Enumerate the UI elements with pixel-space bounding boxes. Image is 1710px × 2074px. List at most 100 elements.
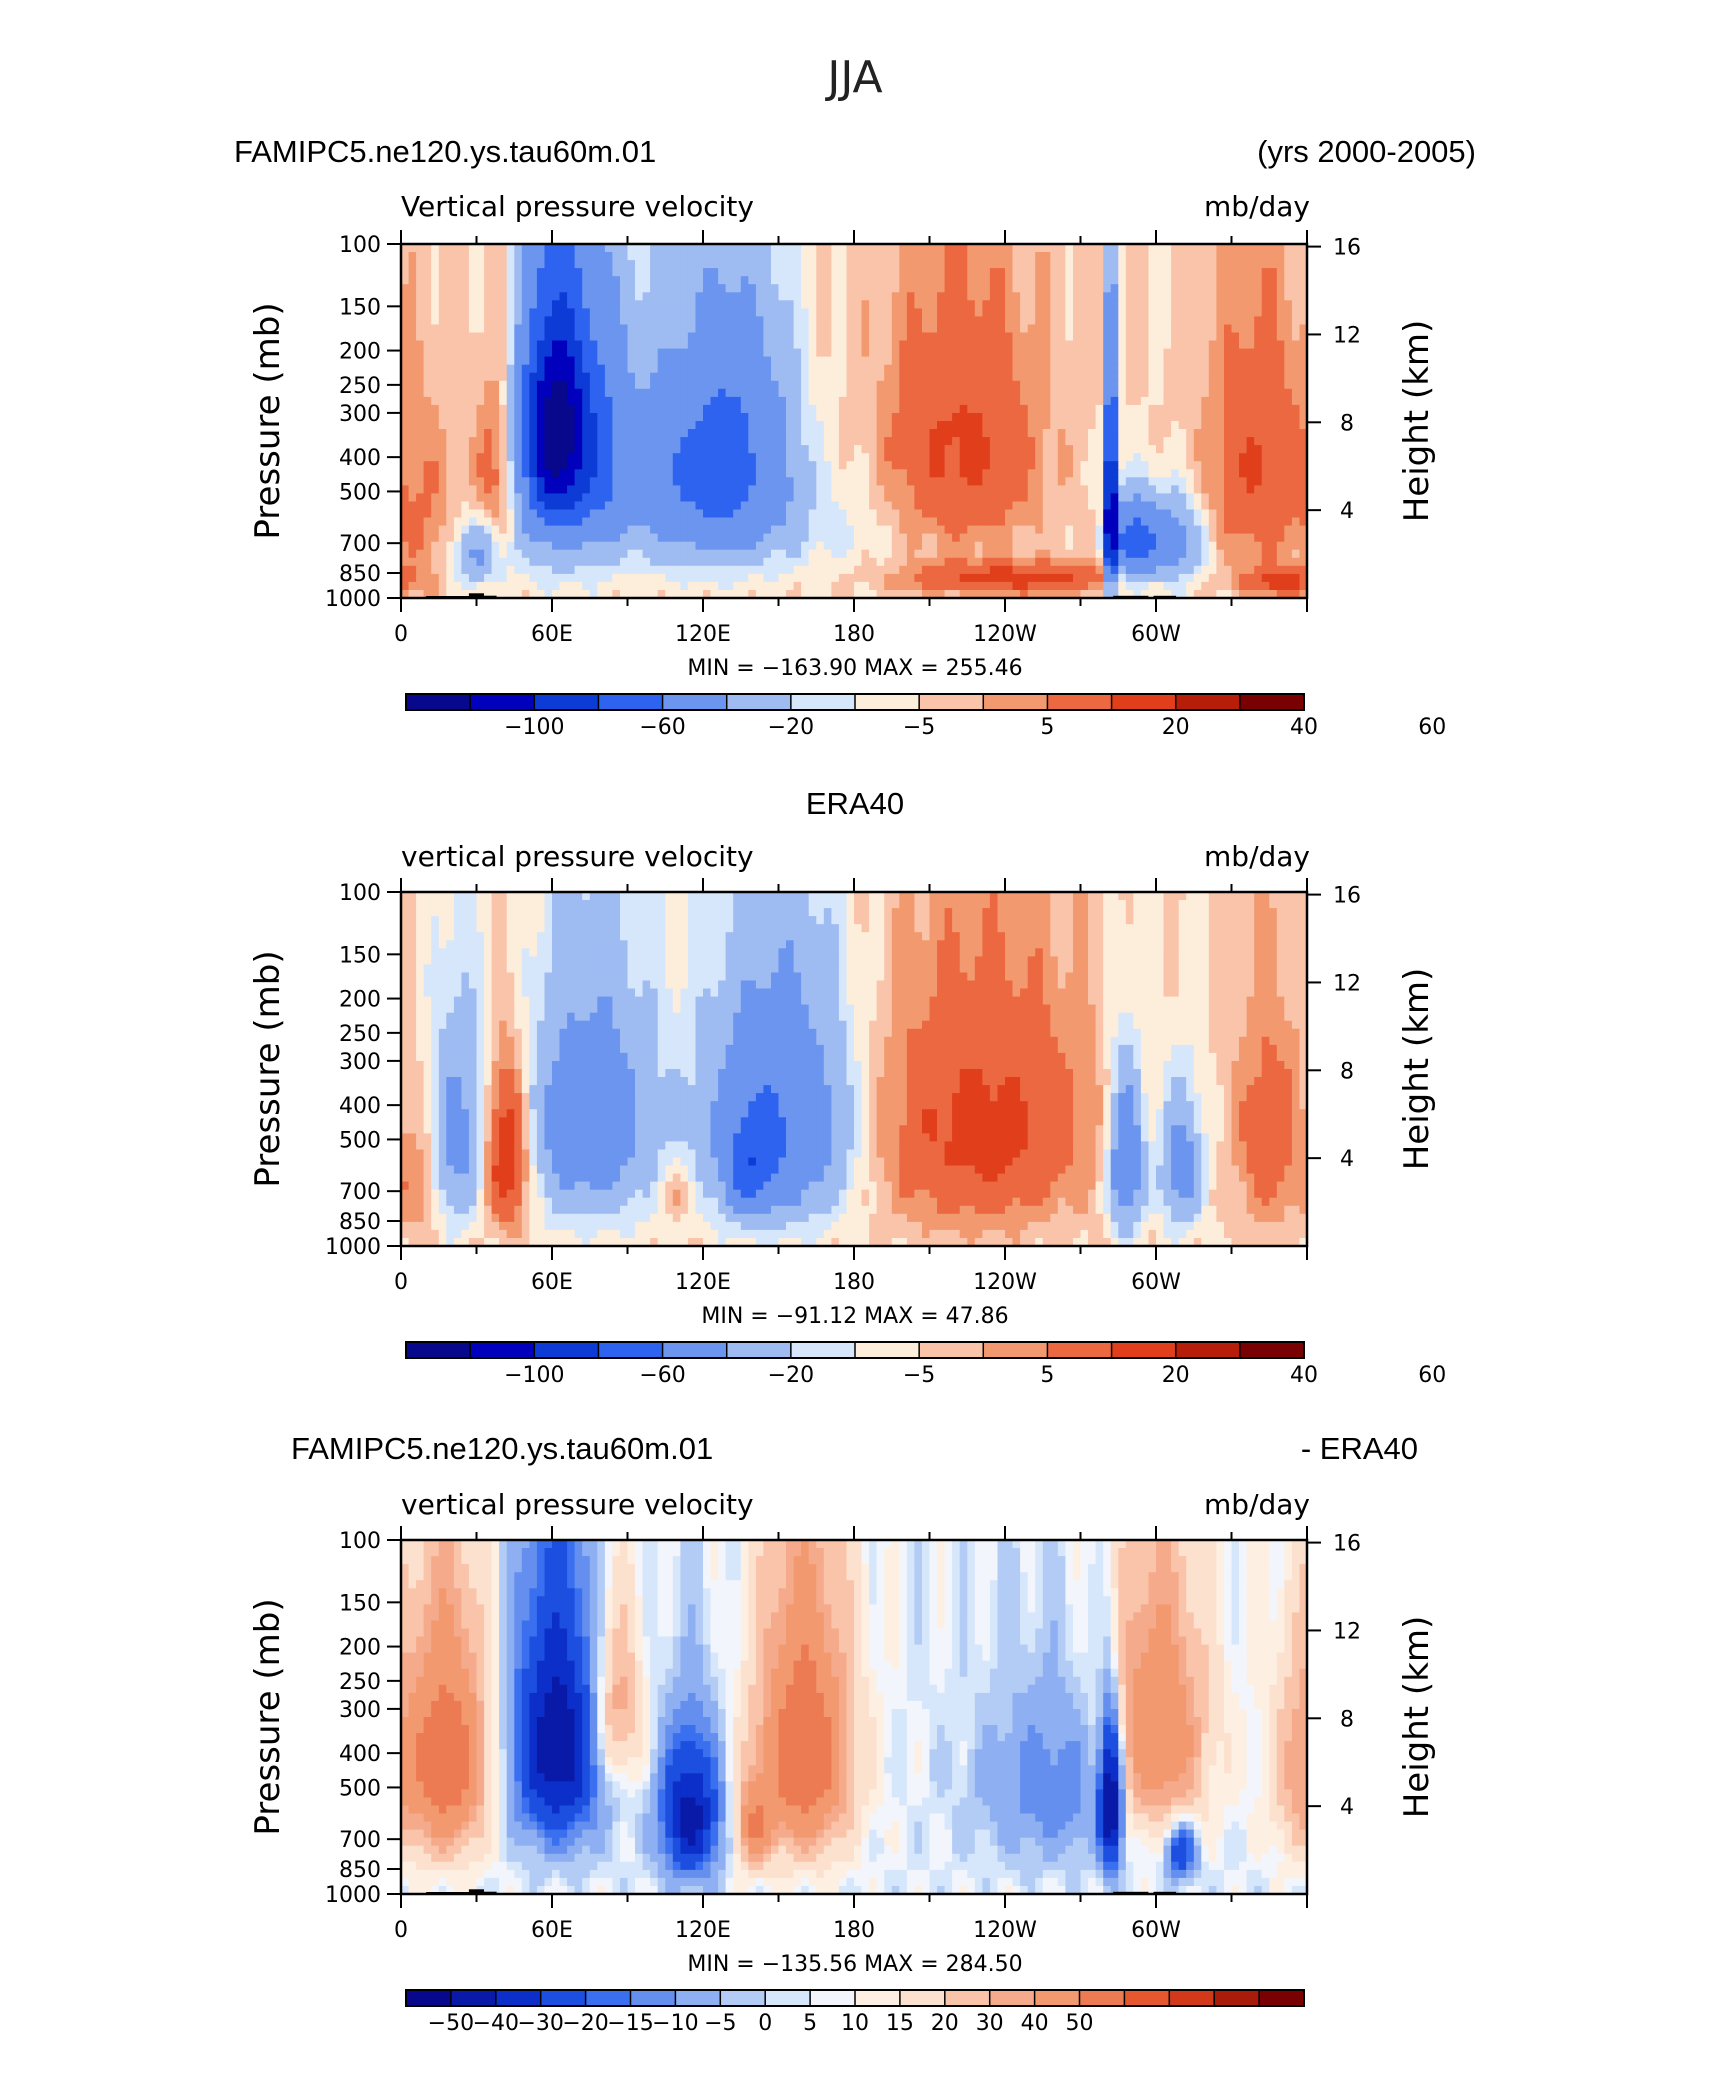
field-cell <box>831 244 840 253</box>
field-cell <box>982 485 991 494</box>
field-cell <box>1005 413 1014 422</box>
field-cell <box>1224 348 1233 358</box>
field-cell <box>1208 308 1217 317</box>
field-cell <box>891 348 900 358</box>
field-cell <box>1103 525 1112 535</box>
field-cell <box>899 413 908 422</box>
field-cell <box>703 461 712 470</box>
field-cell <box>521 509 530 519</box>
field-cell <box>476 461 485 470</box>
field-cell <box>1216 404 1225 414</box>
field-cell <box>484 380 493 390</box>
field-cell <box>1201 493 1210 502</box>
field-cell <box>1239 565 1248 575</box>
field-cell <box>967 533 976 543</box>
field-cell <box>544 340 553 350</box>
field-cell <box>1050 260 1059 269</box>
field-cell <box>597 517 606 527</box>
field-cell <box>1110 340 1119 350</box>
field-cell <box>642 252 651 261</box>
field-cell <box>725 268 734 277</box>
field-cell <box>1110 429 1119 438</box>
field-cell <box>906 284 916 293</box>
field-cell <box>1118 364 1127 374</box>
field-cell <box>1156 244 1165 253</box>
field-cell <box>582 501 591 511</box>
field-cell <box>1148 332 1157 342</box>
field-cell <box>552 332 561 342</box>
field-cell <box>1012 380 1021 390</box>
field-cell <box>559 348 568 358</box>
field-cell <box>1095 413 1104 422</box>
field-cell <box>989 244 999 253</box>
field-cell <box>1284 388 1293 398</box>
field-cell <box>823 324 832 334</box>
field-cell <box>823 388 832 398</box>
field-cell <box>1284 340 1293 350</box>
field-cell <box>1057 244 1066 253</box>
field-cell <box>733 469 742 478</box>
field-cell <box>1261 461 1270 470</box>
field-cell <box>1163 292 1172 301</box>
field-cell <box>838 308 848 317</box>
field-cell <box>1216 509 1225 519</box>
field-cell <box>1125 517 1134 527</box>
field-cell <box>816 485 825 494</box>
field-cell <box>1005 356 1014 366</box>
field-cell <box>914 252 923 261</box>
field-cell <box>1208 324 1217 334</box>
field-cell <box>431 429 440 438</box>
field-cell <box>650 493 659 502</box>
field-cell <box>1118 284 1127 293</box>
field-cell <box>468 509 478 519</box>
field-cell <box>786 461 795 470</box>
field-cell <box>838 477 848 486</box>
field-cell <box>514 316 523 325</box>
field-cell <box>831 485 840 494</box>
field-cell <box>771 356 780 366</box>
field-cell <box>1050 268 1059 277</box>
field-cell <box>552 252 561 261</box>
field-cell <box>461 413 470 422</box>
field-cell <box>748 244 757 253</box>
field-cell <box>423 364 432 374</box>
field-cell <box>514 501 523 511</box>
field-cell <box>718 525 727 535</box>
field-cell <box>718 276 727 285</box>
field-cell <box>1239 388 1248 398</box>
field-cell <box>604 364 614 374</box>
field-cell <box>997 493 1006 502</box>
field-cell <box>982 429 991 438</box>
field-cell <box>718 485 727 494</box>
field-cell <box>514 509 523 519</box>
field-cell <box>665 404 674 414</box>
field-cell <box>461 509 470 519</box>
field-cell <box>718 340 727 350</box>
field-cell <box>755 469 765 478</box>
field-cell <box>1057 461 1066 470</box>
field-cell <box>657 549 666 559</box>
field-cell <box>740 388 749 398</box>
field-cell <box>687 268 697 277</box>
field-cell <box>491 437 500 446</box>
field-cell <box>1246 332 1255 342</box>
field-cell <box>952 413 961 422</box>
field-cell <box>438 372 447 382</box>
field-cell <box>1125 396 1134 406</box>
field-cell <box>499 437 508 446</box>
field-cell <box>982 268 991 277</box>
field-cell <box>468 557 478 567</box>
field-cell <box>1231 477 1240 486</box>
field-cell <box>1057 316 1066 325</box>
field-cell <box>869 340 878 350</box>
field-cell <box>838 525 848 535</box>
field-cell <box>1073 517 1082 527</box>
field-cell <box>831 549 840 559</box>
field-cell <box>1110 533 1119 543</box>
field-cell <box>861 244 870 253</box>
field-cell <box>831 437 840 446</box>
field-cell <box>771 276 780 285</box>
field-cell <box>771 308 780 317</box>
field-cell <box>438 308 447 317</box>
field-cell <box>604 308 614 317</box>
